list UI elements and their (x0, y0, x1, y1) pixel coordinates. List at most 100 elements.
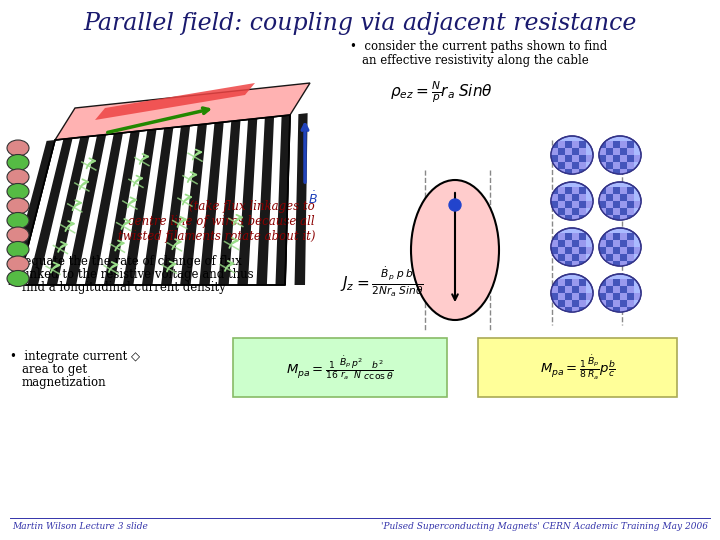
Bar (565, 141, 572, 148)
Bar (579, 162, 586, 169)
Bar (565, 162, 572, 169)
Text: linked to the resistive voltage and thus: linked to the resistive voltage and thus (22, 268, 253, 281)
Bar (620, 247, 627, 254)
Bar (620, 233, 627, 240)
Ellipse shape (7, 140, 29, 156)
Bar (565, 208, 572, 215)
Polygon shape (180, 124, 207, 285)
Ellipse shape (7, 184, 29, 199)
Bar (599, 254, 606, 261)
Bar (551, 279, 558, 286)
Bar (558, 300, 565, 307)
Polygon shape (294, 113, 307, 285)
Bar (551, 307, 558, 314)
Bar (620, 169, 627, 176)
Bar (586, 247, 593, 254)
Bar (579, 148, 586, 155)
Ellipse shape (7, 241, 29, 258)
Bar (558, 208, 565, 215)
Bar (606, 187, 613, 194)
Text: (take flux linkages to
centre line of wires because all
twisted filaments rotate: (take flux linkages to centre line of wi… (117, 200, 315, 243)
Text: find a longitudinal current density: find a longitudinal current density (22, 281, 226, 294)
Bar (620, 286, 627, 293)
Text: •  equate the the rate of change of flux: • equate the the rate of change of flux (10, 255, 242, 268)
Bar (613, 240, 620, 247)
Bar (613, 307, 620, 314)
Bar (572, 247, 579, 254)
Bar (599, 194, 606, 201)
Bar (620, 155, 627, 162)
Ellipse shape (551, 228, 593, 266)
Polygon shape (238, 118, 257, 285)
Bar (627, 286, 634, 293)
Bar (620, 254, 627, 261)
Bar (579, 247, 586, 254)
Bar (579, 240, 586, 247)
Bar (634, 155, 641, 162)
Bar (565, 201, 572, 208)
Polygon shape (256, 117, 274, 285)
Bar (579, 307, 586, 314)
Bar (565, 247, 572, 254)
Bar (620, 300, 627, 307)
Polygon shape (142, 127, 174, 285)
Bar (599, 300, 606, 307)
Bar (627, 215, 634, 222)
Bar (579, 169, 586, 176)
Bar (565, 240, 572, 247)
Bar (613, 233, 620, 240)
Bar (572, 155, 579, 162)
Bar (613, 293, 620, 300)
Bar (551, 187, 558, 194)
Bar (551, 194, 558, 201)
Bar (558, 261, 565, 268)
Bar (579, 233, 586, 240)
Polygon shape (104, 131, 140, 285)
Bar (592, 155, 599, 162)
Bar (572, 300, 579, 307)
Bar (620, 141, 627, 148)
Bar (599, 187, 606, 194)
Ellipse shape (599, 182, 641, 220)
Bar (620, 148, 627, 155)
Bar (606, 240, 613, 247)
Bar (551, 254, 558, 261)
Bar (579, 254, 586, 261)
Text: $J_z = \frac{\dot{B}_p \; p \; b}{2N r_a \; Sin\theta}$: $J_z = \frac{\dot{B}_p \; p \; b}{2N r_a… (340, 265, 424, 299)
Bar (606, 300, 613, 307)
Bar (613, 215, 620, 222)
Bar (613, 300, 620, 307)
Bar (551, 233, 558, 240)
Bar (627, 300, 634, 307)
Bar (565, 148, 572, 155)
Bar (599, 261, 606, 268)
Bar (627, 162, 634, 169)
Bar (606, 194, 613, 201)
Bar (620, 201, 627, 208)
Bar (572, 240, 579, 247)
Bar (620, 162, 627, 169)
Bar (572, 169, 579, 176)
Bar (627, 148, 634, 155)
Bar (572, 194, 579, 201)
Bar (558, 254, 565, 261)
Bar (579, 194, 586, 201)
Bar (565, 307, 572, 314)
Bar (565, 215, 572, 222)
Bar (558, 141, 565, 148)
Bar (572, 279, 579, 286)
Text: an effective resistivity along the cable: an effective resistivity along the cable (362, 54, 589, 67)
Bar (620, 208, 627, 215)
Bar (613, 208, 620, 215)
Text: $M_{pa} = \frac{1}{8} \frac{\dot{B}_p}{R_a} p \frac{b}{c}$: $M_{pa} = \frac{1}{8} \frac{\dot{B}_p}{R… (540, 354, 616, 382)
Bar (572, 261, 579, 268)
Bar (572, 233, 579, 240)
Bar (606, 261, 613, 268)
Bar (606, 148, 613, 155)
Polygon shape (123, 129, 156, 285)
Bar (606, 307, 613, 314)
Polygon shape (47, 136, 89, 285)
Bar (579, 215, 586, 222)
Bar (599, 279, 606, 286)
Bar (572, 215, 579, 222)
